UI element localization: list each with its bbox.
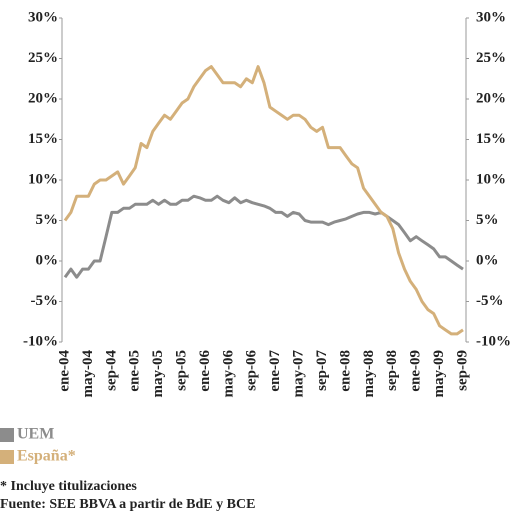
note: * Incluye titulizaciones: [0, 479, 137, 494]
y2-tick-label: -5%: [476, 293, 504, 309]
y2-tick-label: 0%: [476, 252, 499, 268]
y-tick-label: 20%: [28, 90, 58, 106]
y-tick-label: 30%: [28, 9, 58, 25]
legend-swatch: [0, 450, 14, 464]
x-tick-label: ene-08: [337, 350, 353, 392]
y-tick-label: 25%: [28, 50, 58, 66]
y2-tick-label: -10%: [476, 333, 511, 349]
y-tick-label: 5%: [36, 212, 59, 228]
y2-tick-label: 20%: [476, 90, 506, 106]
y2-tick-label: 10%: [476, 171, 506, 187]
x-tick-label: ene-06: [197, 350, 213, 392]
y-tick-label: 10%: [28, 171, 58, 187]
line-series: [63, 65, 464, 336]
y2-tick-label: 30%: [476, 9, 506, 25]
x-tick-label: ene-09: [408, 350, 424, 392]
y-tick-label: 15%: [28, 131, 58, 147]
x-tick-label: sep-05: [173, 350, 189, 391]
y2-tick-label: 5%: [476, 212, 499, 228]
x-tick-label: may-07: [291, 350, 307, 398]
x-tick-label: may-09: [431, 350, 447, 398]
legend-label: España*: [17, 448, 76, 465]
line-series: [63, 194, 464, 279]
y-tick-label: 0%: [36, 252, 59, 268]
x-tick-label: ene-04: [56, 350, 72, 392]
x-tick-label: may-08: [361, 350, 377, 398]
x-tick-label: may-04: [80, 350, 96, 398]
y2-tick-label: 15%: [476, 131, 506, 147]
x-tick-label: sep-09: [454, 350, 470, 391]
y2-tick-label: 25%: [476, 50, 506, 66]
x-tick-label: sep-08: [384, 350, 400, 391]
x-tick-label: sep-07: [314, 350, 330, 391]
y-tick-label: -10%: [23, 333, 58, 349]
x-tick-label: may-05: [150, 350, 166, 398]
note: Fuente: SEE BBVA a partir de BdE y BCE: [0, 497, 255, 512]
legend-swatch: [0, 428, 14, 442]
x-tick-label: sep-04: [103, 350, 119, 391]
legend-label: UEM: [17, 426, 54, 443]
x-tick-label: ene-05: [127, 350, 143, 392]
y-tick-label: -5%: [31, 293, 59, 309]
x-tick-label: ene-07: [267, 350, 283, 392]
x-tick-label: may-06: [220, 350, 236, 398]
x-tick-label: sep-06: [244, 350, 260, 391]
